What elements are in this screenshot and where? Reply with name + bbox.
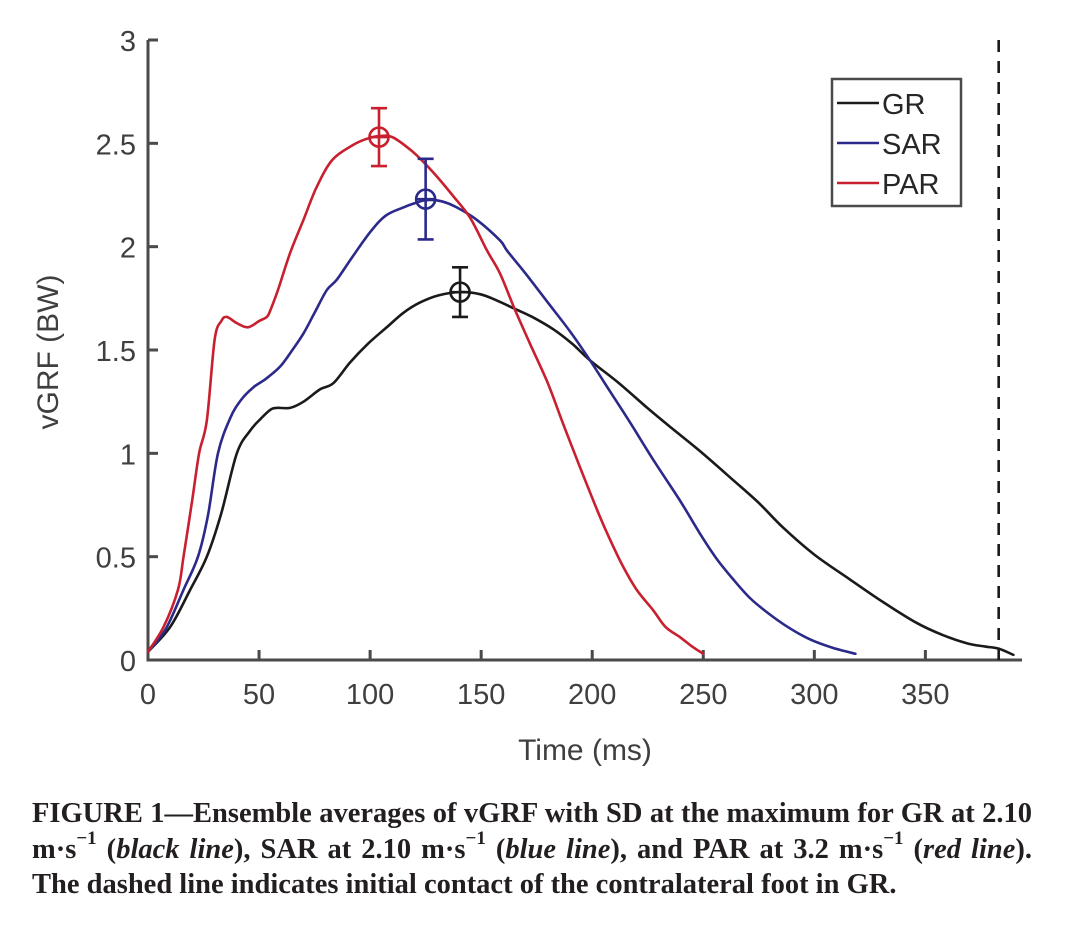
- caption-text: ), SAR at 2.10 m·s: [233, 833, 466, 865]
- x-ticks: 0 50 100 150 200 250 300 350: [140, 650, 950, 711]
- caption-text: Ensemble averages of vGRF with SD at the…: [32, 798, 1032, 865]
- x-tick-label: 100: [346, 679, 394, 711]
- caption-text: (: [96, 833, 117, 865]
- y-tick-label: 3: [120, 26, 136, 58]
- y-tick-label: 1: [120, 439, 136, 471]
- legend-item-gr: GR: [837, 89, 926, 121]
- caption-text: ), and PAR at 3.2 m·s: [610, 833, 884, 865]
- caption-italic: black line: [116, 833, 234, 865]
- y-tick-label: 2: [120, 233, 136, 265]
- x-tick-label: 250: [679, 679, 727, 711]
- series-layer: [146, 134, 1015, 657]
- x-axis-title: Time (ms): [518, 734, 652, 767]
- figure-caption: FIGURE 1—Ensemble averages of vGRF with …: [32, 796, 1032, 903]
- caption-text: (: [485, 833, 506, 865]
- vgrf-chart: 0 0.5 1 1.5 2 2.5 3 0 50 100 150 200 250 300 350 Time…: [32, 26, 1022, 767]
- x-tick-label: 350: [901, 679, 949, 711]
- peak-marker-gr: [449, 266, 471, 319]
- peak-layer: [368, 106, 471, 319]
- caption-exponent: −1: [465, 828, 486, 849]
- legend-entries: GR SAR PAR: [837, 89, 942, 201]
- caption-label: FIGURE 1: [32, 798, 165, 829]
- x-tick-label: 150: [457, 679, 505, 711]
- caption-italic: blue line: [505, 833, 611, 865]
- y-tick-label: 0: [120, 646, 136, 678]
- caption-dash: —: [164, 798, 194, 829]
- legend-label: GR: [882, 89, 926, 121]
- peak-marker-par: [368, 106, 390, 168]
- legend-item-sar: SAR: [837, 129, 942, 161]
- caption-text: (: [903, 833, 924, 865]
- x-tick-label: 300: [790, 679, 838, 711]
- x-tick-label: 0: [140, 679, 156, 711]
- peak-marker-sar: [414, 157, 437, 241]
- legend-label: SAR: [882, 129, 942, 161]
- x-tick-label: 50: [243, 679, 275, 711]
- y-ticks: 0 0.5 1 1.5 2 2.5 3: [96, 26, 158, 678]
- caption-text: ). The dashed line indicates initial con…: [32, 833, 1032, 901]
- caption-italic: red line: [923, 833, 1016, 865]
- legend-item-par: PAR: [837, 169, 939, 201]
- legend: GR SAR PAR: [830, 77, 963, 208]
- y-axis-title: vGRF (BW): [32, 275, 65, 430]
- x-tick-label: 200: [568, 679, 616, 711]
- legend-label: PAR: [882, 169, 939, 201]
- caption-exponent: −1: [76, 828, 97, 849]
- y-tick-label: 1.5: [96, 336, 136, 368]
- y-tick-label: 2.5: [96, 129, 136, 161]
- caption-exponent: −1: [883, 828, 904, 849]
- y-tick-label: 0.5: [96, 543, 136, 575]
- series-line-gr: [146, 290, 1015, 657]
- axes: 0 0.5 1 1.5 2 2.5 3 0 50 100 150 200 250 300 350: [96, 26, 1022, 711]
